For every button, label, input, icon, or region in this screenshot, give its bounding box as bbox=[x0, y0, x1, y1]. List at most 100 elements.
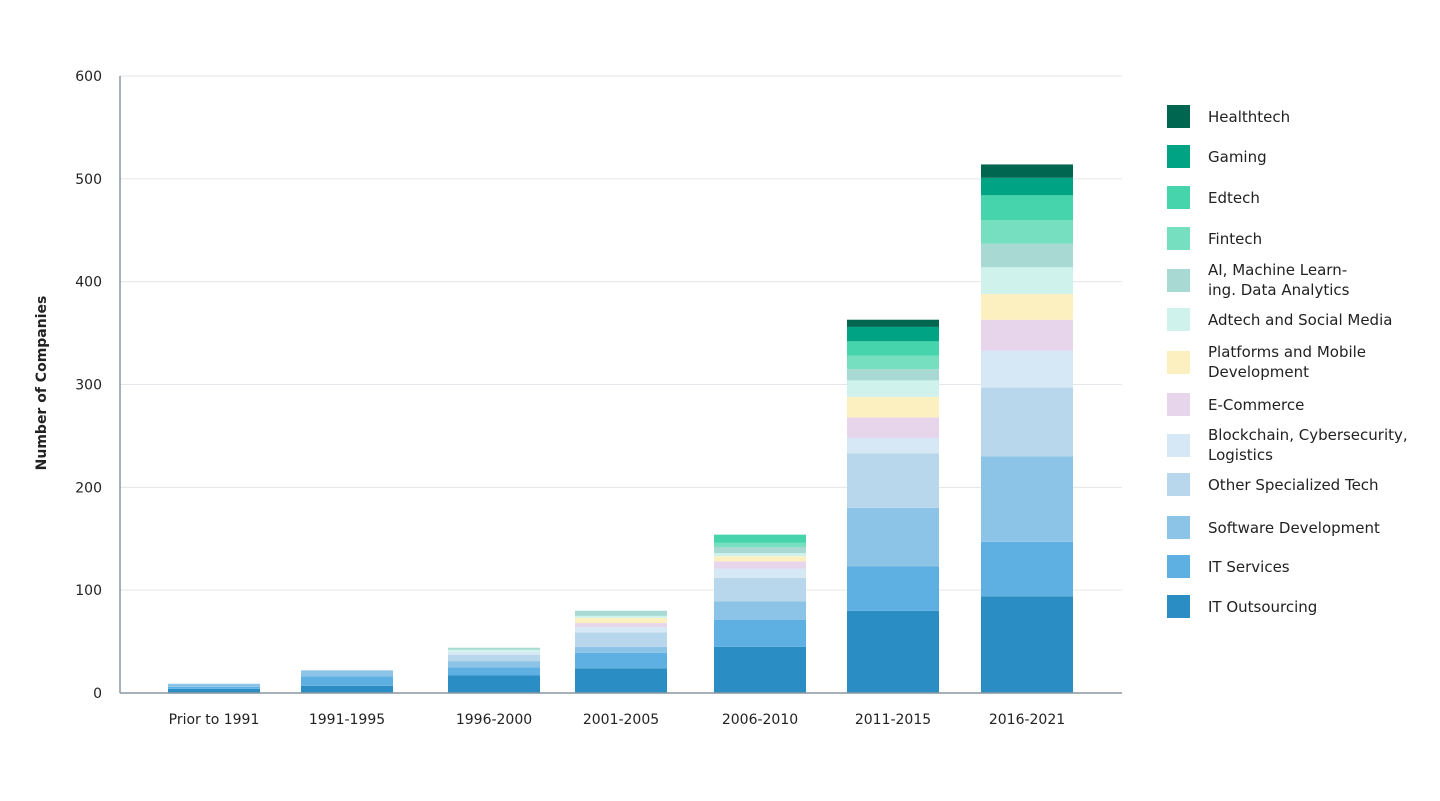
legend-label: IT Services bbox=[1208, 557, 1290, 576]
bar-segment bbox=[981, 350, 1073, 388]
y-tick-label: 100 bbox=[75, 583, 102, 599]
bar-segment bbox=[575, 623, 667, 628]
legend-swatch bbox=[1167, 227, 1190, 250]
bar-segment bbox=[847, 417, 939, 438]
bar-segment bbox=[981, 219, 1073, 244]
bar-segment bbox=[981, 541, 1073, 597]
bar-segment bbox=[575, 610, 667, 616]
bar-segment bbox=[981, 387, 1073, 457]
bar-segment bbox=[981, 319, 1073, 351]
bar-segment bbox=[981, 596, 1073, 693]
legend-item: Blockchain, Cybersecurity, Logistics bbox=[1167, 425, 1437, 465]
bar-segment bbox=[981, 294, 1073, 320]
legend-swatch bbox=[1167, 268, 1190, 292]
legend-swatch bbox=[1167, 105, 1190, 128]
legend-item: Platforms and Mobile Development bbox=[1167, 342, 1437, 382]
bar-segment bbox=[575, 652, 667, 669]
legend-swatch bbox=[1167, 186, 1190, 209]
legend-item: Healthtech bbox=[1167, 105, 1437, 128]
y-tick-label: 400 bbox=[75, 275, 102, 291]
legend-item: E-Commerce bbox=[1167, 393, 1437, 416]
legend-item: IT Services bbox=[1167, 555, 1437, 578]
bar-segment bbox=[168, 688, 260, 693]
x-tick-label: Prior to 1991 bbox=[169, 712, 260, 728]
bar-segment bbox=[981, 177, 1073, 196]
bar-segment bbox=[714, 553, 806, 557]
bar-segment bbox=[847, 453, 939, 508]
legend-label: IT Outsourcing bbox=[1208, 597, 1318, 616]
bar-segment bbox=[847, 369, 939, 381]
bar-segment bbox=[714, 601, 806, 620]
bar-segment bbox=[847, 610, 939, 693]
bar-segment bbox=[714, 542, 806, 547]
legend-label: Platforms and Mobile Development bbox=[1208, 343, 1367, 381]
y-tick-label: 0 bbox=[93, 686, 102, 702]
legend-swatch bbox=[1167, 393, 1190, 416]
bar-segment bbox=[714, 556, 806, 562]
legend-item: Adtech and Social Media bbox=[1167, 308, 1437, 331]
legend-label: Edtech bbox=[1208, 188, 1260, 207]
bar-segment bbox=[575, 615, 667, 618]
bar-segment bbox=[714, 619, 806, 647]
bar-segment bbox=[448, 649, 540, 652]
legend-label: Other Specialized Tech bbox=[1208, 475, 1379, 494]
legend-swatch bbox=[1167, 145, 1190, 168]
y-tick-label: 300 bbox=[75, 378, 102, 394]
legend-label: Software Development bbox=[1208, 518, 1380, 537]
legend-label: Blockchain, Cybersecurity, Logistics bbox=[1208, 426, 1408, 464]
legend-swatch bbox=[1167, 555, 1190, 578]
bar-segment bbox=[847, 380, 939, 397]
bar-segment bbox=[847, 507, 939, 567]
legend-label: E-Commerce bbox=[1208, 395, 1305, 414]
bar-segment bbox=[981, 164, 1073, 178]
y-tick-label: 200 bbox=[75, 480, 102, 496]
bar-segment bbox=[847, 355, 939, 370]
bar-segment bbox=[448, 647, 540, 650]
bar-segment bbox=[448, 675, 540, 693]
bar-segment bbox=[575, 646, 667, 653]
bar-segment bbox=[847, 326, 939, 342]
x-tick-label: 1996-2000 bbox=[456, 712, 532, 728]
bar-segment bbox=[847, 319, 939, 327]
bar-segment bbox=[168, 683, 260, 687]
x-tick-label: 2011-2015 bbox=[855, 712, 931, 728]
bar-segment bbox=[714, 546, 806, 554]
bar-segment bbox=[575, 627, 667, 633]
x-tick-label: 1991-1995 bbox=[309, 712, 385, 728]
bar-segment bbox=[448, 667, 540, 676]
bar-segment bbox=[714, 561, 806, 569]
legend-item: Software Development bbox=[1167, 516, 1437, 539]
bar-segment bbox=[981, 195, 1073, 220]
legend-label: Fintech bbox=[1208, 229, 1263, 248]
bar-segment bbox=[847, 396, 939, 418]
bar-segment bbox=[847, 341, 939, 356]
y-tick-label: 600 bbox=[75, 69, 102, 85]
bar-segment bbox=[575, 632, 667, 647]
bar-segment bbox=[448, 661, 540, 668]
bar-segment bbox=[301, 676, 393, 686]
legend-label: Adtech and Social Media bbox=[1208, 310, 1393, 329]
bar-segment bbox=[448, 654, 540, 662]
x-tick-label: 2006-2010 bbox=[722, 712, 798, 728]
legend-swatch bbox=[1167, 350, 1190, 374]
legend-swatch bbox=[1167, 595, 1190, 618]
legend-item: Other Specialized Tech bbox=[1167, 473, 1437, 496]
bar-segment bbox=[448, 651, 540, 655]
bar-segment bbox=[575, 617, 667, 624]
legend-label: AI, Machine Learn- ing. Data Analytics bbox=[1208, 261, 1350, 299]
bar-segment bbox=[981, 243, 1073, 268]
bar-segment bbox=[575, 668, 667, 693]
legend-swatch bbox=[1167, 516, 1190, 539]
x-tick-label: 2001-2005 bbox=[583, 712, 659, 728]
legend-item: Edtech bbox=[1167, 186, 1437, 209]
bar-segment bbox=[301, 685, 393, 693]
y-tick-label: 500 bbox=[75, 172, 102, 188]
bar-segment bbox=[714, 577, 806, 602]
bar-segment bbox=[301, 670, 393, 677]
bar-segment bbox=[714, 534, 806, 543]
legend-item: AI, Machine Learn- ing. Data Analytics bbox=[1167, 260, 1437, 300]
legend-label: Healthtech bbox=[1208, 107, 1291, 126]
legend-item: IT Outsourcing bbox=[1167, 595, 1437, 618]
bar-segment bbox=[981, 456, 1073, 542]
